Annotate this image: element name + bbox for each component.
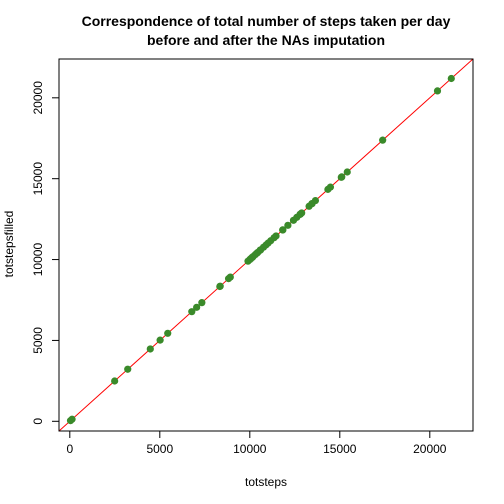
data-point-38 — [298, 209, 306, 217]
chart-title-line-1: Correspondence of total number of steps … — [82, 13, 451, 29]
data-point-33 — [284, 221, 292, 229]
x-tick-label-1: 5000 — [146, 442, 173, 456]
x-tick-label-4: 20000 — [413, 442, 447, 456]
data-point-7 — [188, 308, 196, 316]
data-point-47 — [343, 168, 351, 176]
data-point-8 — [193, 303, 201, 311]
data-point-32 — [279, 226, 287, 234]
x-axis-title: totsteps — [245, 475, 287, 489]
chart-title-line-2: before and after the NAs imputation — [147, 32, 385, 48]
axes: 0 5000 10000 15000 20000 0 5000 10000 15000 20000 — [31, 58, 474, 456]
data-point-46 — [338, 173, 346, 181]
data-point-49 — [433, 87, 442, 95]
y-tick-label-0: 0 — [31, 418, 45, 425]
data-point-1 — [68, 415, 76, 423]
y-tick-label-4: 20000 — [31, 81, 45, 115]
data-point-42 — [311, 196, 320, 205]
data-point-2 — [111, 377, 119, 385]
data-point-44 — [326, 183, 335, 191]
y-tick-label-1: 5000 — [31, 327, 45, 354]
data-point-30 — [272, 232, 280, 240]
data-point-13 — [226, 273, 234, 281]
x-tick-label-2: 10000 — [233, 442, 267, 456]
plot-area — [59, 59, 473, 431]
data-point-50 — [447, 74, 455, 83]
data-point-11 — [216, 282, 224, 290]
y-tick-label-3: 15000 — [31, 162, 45, 196]
y-axis-title: totstepsfilled — [2, 211, 16, 278]
data-point-3 — [124, 365, 132, 373]
y-tick-label-2: 10000 — [31, 243, 45, 277]
x-tick-label-0: 0 — [66, 442, 73, 456]
data-point-6 — [164, 329, 172, 337]
data-point-9 — [198, 299, 206, 307]
data-point-5 — [156, 336, 164, 344]
x-tick-label-3: 15000 — [323, 442, 357, 456]
data-point-48 — [379, 136, 387, 144]
data-point-4 — [146, 345, 154, 353]
